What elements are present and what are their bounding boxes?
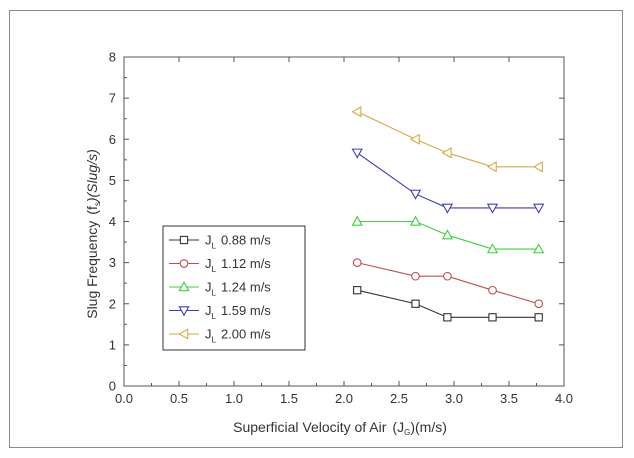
data-point: [533, 243, 545, 254]
data-point: [443, 313, 452, 322]
x-axis-label: Superficial Velocity of Air (JG)(m/s): [233, 419, 447, 437]
y-tick-label: 7: [109, 91, 116, 106]
legend-label: JL 1.24 m/s: [205, 280, 271, 298]
x-tick-label: 2.0: [335, 391, 353, 406]
y-tick-label: 3: [109, 255, 116, 270]
data-point: [411, 299, 420, 308]
y-tick-label: 5: [109, 173, 116, 188]
data-point: [351, 215, 363, 226]
data-point: [534, 299, 544, 309]
data-point: [441, 147, 452, 159]
data-point: [409, 133, 420, 145]
legend-marker: [178, 306, 190, 317]
data-point: [486, 243, 499, 254]
legend-label: JL 1.12 m/s: [205, 256, 271, 274]
y-tick-label: 8: [109, 50, 116, 65]
chart-frame: [9, 10, 623, 448]
x-tick-label: 2.5: [390, 391, 408, 406]
x-tick-label: 1.0: [225, 391, 243, 406]
y-tick-label: 2: [109, 296, 116, 311]
data-point: [443, 271, 452, 281]
y-tick-label: 6: [109, 132, 116, 147]
legend: JL 0.88 m/s JL 1.12 m/s JL 1.24 m/s JL 1.59 m/s…: [162, 225, 306, 351]
legend-marker: [179, 235, 189, 245]
y-tick-label: 4: [109, 214, 116, 229]
data-point: [351, 106, 362, 118]
data-point: [488, 285, 497, 295]
series-088: [353, 286, 543, 322]
legend-marker: [178, 328, 189, 340]
data-point: [353, 286, 362, 295]
series-200: [351, 106, 543, 173]
data-point: [532, 161, 543, 173]
data-point: [533, 203, 545, 214]
data-point: [488, 313, 497, 322]
data-point: [486, 161, 497, 173]
legend-marker: [179, 259, 189, 268]
data-point: [409, 215, 422, 226]
data-point: [534, 313, 543, 322]
y-axis-label: Slug Frequency(fs)(Slug/s): [84, 149, 102, 319]
x-tick-label: 3.5: [500, 391, 518, 406]
y-tick-label: 0: [109, 379, 116, 394]
series-line: [356, 152, 539, 209]
x-tick-label: 0.5: [170, 391, 188, 406]
legend-marker: [178, 281, 190, 292]
data-point: [409, 189, 422, 200]
data-point: [351, 148, 363, 159]
series-159: [351, 148, 545, 214]
data-point: [441, 203, 454, 214]
y-tick-label: 1: [109, 337, 116, 352]
series-112: [352, 258, 544, 309]
series-line: [357, 262, 539, 305]
x-tick-label: 1.5: [280, 391, 298, 406]
data-point: [352, 258, 362, 267]
legend-label: JL 1.59 m/s: [205, 303, 271, 321]
legend-label: JL 2.00 m/s: [205, 327, 271, 345]
x-tick-label: 0.0: [115, 391, 133, 406]
legend-label: JL 0.88 m/s: [205, 233, 271, 251]
series-line: [356, 111, 539, 168]
x-tick-label: 4.0: [555, 391, 573, 406]
data-point: [411, 271, 420, 281]
series-124: [351, 215, 545, 254]
data-point: [441, 229, 454, 240]
x-tick-label: 3.0: [445, 391, 463, 406]
data-point: [486, 203, 499, 214]
